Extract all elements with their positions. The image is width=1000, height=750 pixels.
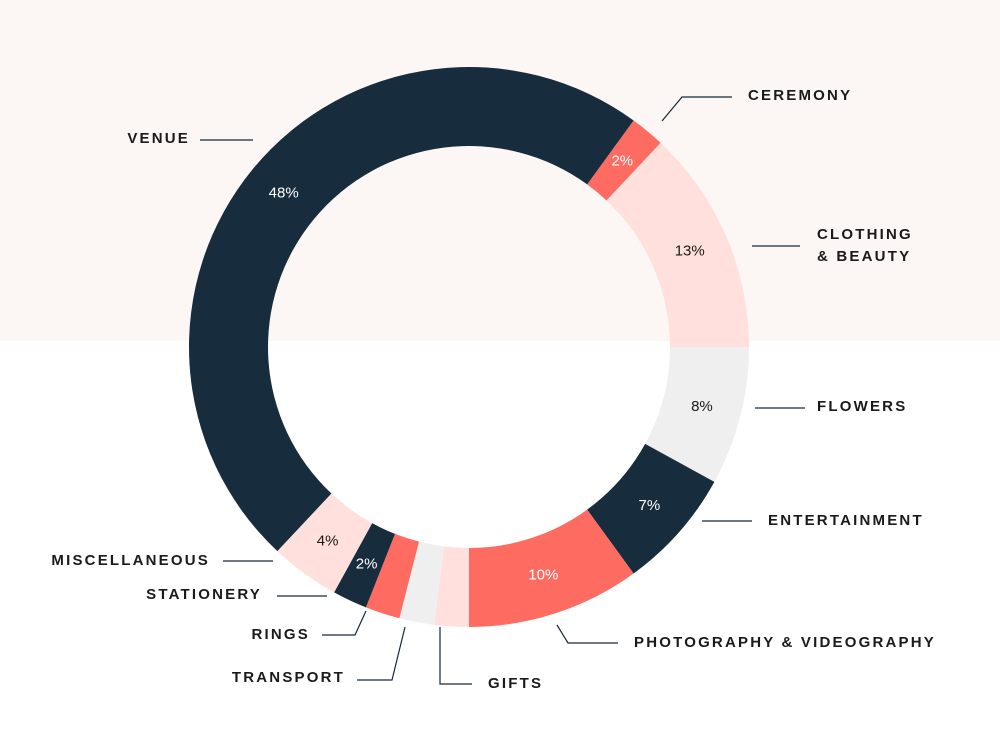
category-label-rings: RINGS [251, 626, 310, 643]
value-label-miscellaneous: 4% [317, 533, 339, 550]
category-label-flowers: FLOWERS [817, 398, 907, 415]
slice-ceremony [587, 120, 661, 201]
value-label-clothing-and-beauty: 13% [675, 242, 705, 259]
slice-miscellaneous [277, 493, 373, 593]
leader-line-photography-and-videography [556, 624, 618, 644]
value-label-stationery: 2% [356, 556, 378, 573]
slice-transport [399, 541, 444, 625]
slice-entertainment [587, 443, 715, 574]
category-label-photography-and-videography: PHOTOGRAPHY & VIDEOGRAPHY [634, 634, 936, 651]
leader-line-ceremony [661, 96, 732, 122]
slice-clothing-and-beauty [606, 142, 749, 347]
slice-gifts [433, 546, 469, 627]
slice-photography-and-videography [469, 509, 634, 627]
background-band [0, 0, 1000, 341]
value-label-venue: 48% [269, 185, 299, 202]
category-label-clothing-and-beauty: CLOTHING & BEAUTY [817, 226, 913, 265]
category-label-miscellaneous: MISCELLANEOUS [51, 552, 210, 569]
leader-line-gifts [439, 627, 472, 685]
slice-flowers [645, 347, 749, 482]
slice-rings [365, 533, 420, 619]
value-label-photography-and-videography: 10% [528, 567, 558, 584]
leader-lines-group [200, 96, 805, 685]
value-label-flowers: 8% [691, 398, 713, 415]
leader-line-rings [322, 610, 367, 636]
slice-venue [188, 66, 634, 552]
slice-stationery [334, 523, 396, 608]
category-label-gifts: GIFTS [488, 675, 543, 692]
value-label-entertainment: 7% [639, 497, 661, 514]
category-label-transport: TRANSPORT [232, 669, 345, 686]
category-label-venue: VENUE [127, 130, 190, 147]
category-label-entertainment: ENTERTAINMENT [768, 512, 924, 529]
labels-group: 2% CEREMONY 13% CLOTHING & BEAUTY 8% FLOWERS 7%… [51, 87, 936, 692]
category-label-stationery: STATIONERY [146, 586, 262, 603]
slices-group [188, 66, 749, 627]
value-label-ceremony: 2% [611, 153, 633, 170]
leader-line-transport [357, 626, 406, 681]
category-label-ceremony: CEREMONY [748, 87, 852, 104]
